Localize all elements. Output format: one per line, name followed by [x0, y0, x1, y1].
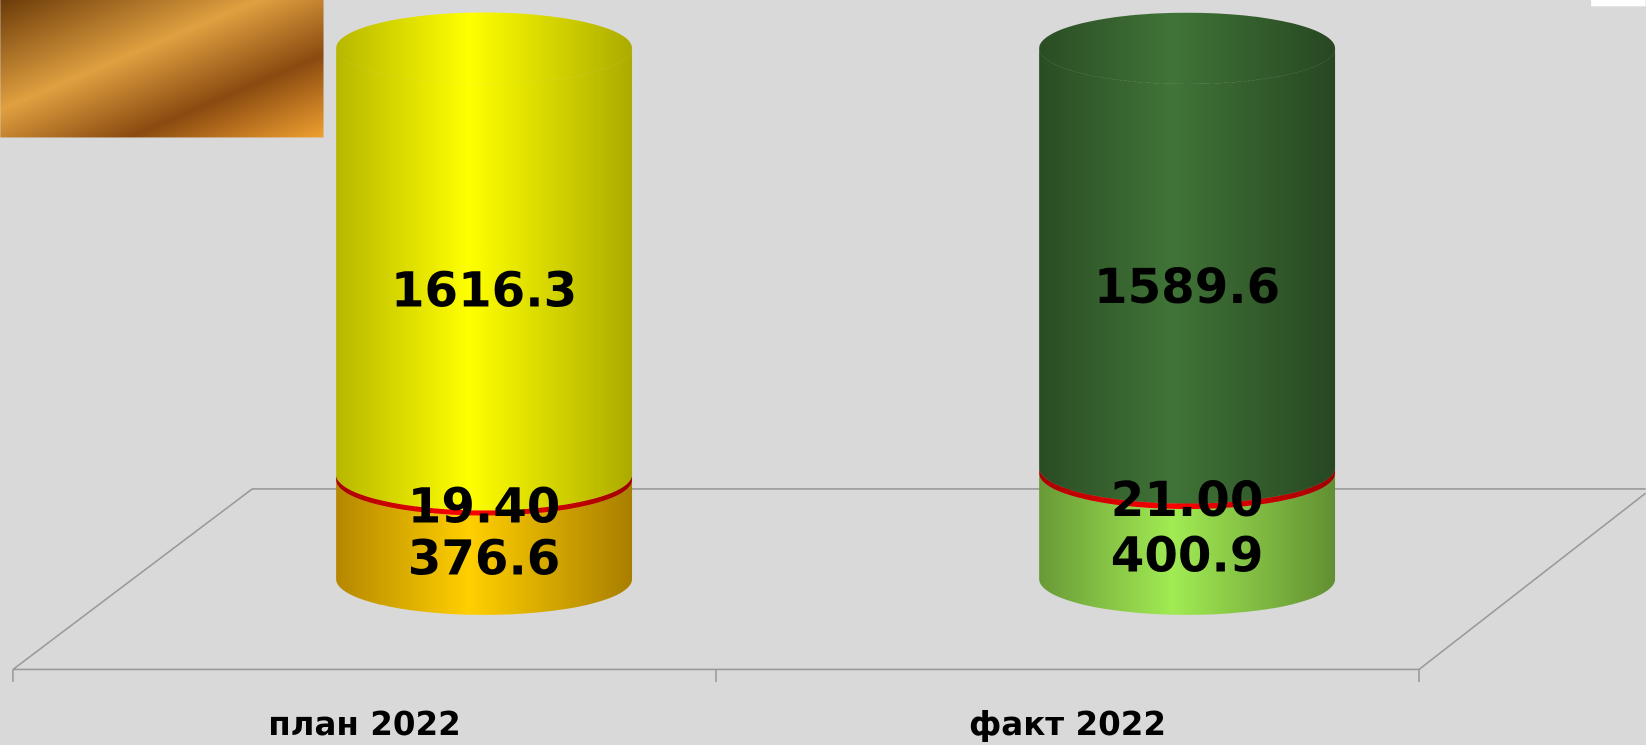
- cylinder-segment: [1039, 467, 1336, 510]
- cylinder-top: [1039, 12, 1336, 85]
- cylinder-segment: [1039, 48, 1336, 504]
- cylinder-segment: [336, 48, 633, 511]
- value-label: 21.00: [1111, 472, 1264, 528]
- gold-image: [0, 0, 324, 138]
- corner-box: [1591, 0, 1646, 7]
- floor: [12, 488, 1646, 683]
- x-tick-label: факт 2022: [969, 705, 1166, 743]
- cylinder-segment: [1039, 473, 1336, 615]
- value-label: 19.40: [408, 478, 561, 534]
- value-label: 1589.6: [1094, 259, 1280, 315]
- cylinder-segment: [336, 479, 633, 615]
- x-tick-label: план 2022: [268, 705, 461, 743]
- value-label: 400.9: [1111, 527, 1264, 583]
- cylinder-top: [336, 12, 633, 84]
- value-label: 376.6: [408, 531, 561, 587]
- value-label: 1616.3: [391, 263, 577, 319]
